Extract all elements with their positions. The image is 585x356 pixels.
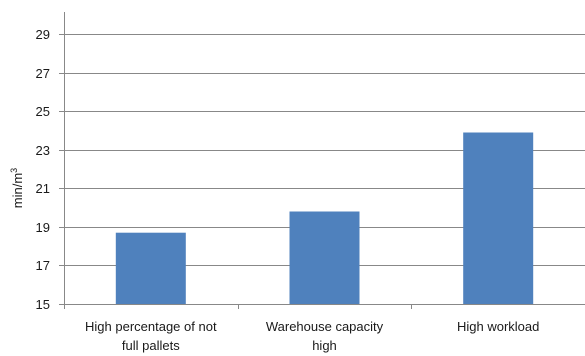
bar: [463, 132, 534, 304]
x-category-labels: High percentage of not full pallets Wareho…: [85, 319, 539, 353]
x-category-label-line: full pallets: [122, 338, 180, 353]
y-tick-label: 25: [36, 104, 50, 119]
gridlines: [64, 34, 585, 266]
y-axis-title-superscript: 3: [9, 168, 19, 173]
y-tick-label: 17: [36, 258, 50, 273]
bar: [115, 232, 186, 304]
y-axis-title: min/m3: [9, 168, 25, 208]
y-tick-label: 27: [36, 66, 50, 81]
bar: [289, 211, 360, 304]
x-category-label: Warehouse capacity high: [266, 319, 384, 353]
bars: [115, 132, 534, 304]
x-category-label-line: High percentage of not: [85, 319, 217, 334]
y-tick-label: 29: [36, 27, 50, 42]
axes: [64, 12, 585, 309]
y-tick-labels: 15 17 19 21 23 25 27 29: [36, 27, 64, 312]
x-category-label: High workload: [457, 319, 539, 334]
y-tick-label: 23: [36, 143, 50, 158]
y-tick-label: 21: [36, 181, 50, 196]
y-tick-label: 15: [36, 297, 50, 312]
y-tick-label: 19: [36, 220, 50, 235]
x-category-label-line: Warehouse capacity: [266, 319, 384, 334]
x-category-label: High percentage of not full pallets: [85, 319, 217, 353]
x-category-label-line: High workload: [457, 319, 539, 334]
x-category-label-line: high: [312, 338, 337, 353]
